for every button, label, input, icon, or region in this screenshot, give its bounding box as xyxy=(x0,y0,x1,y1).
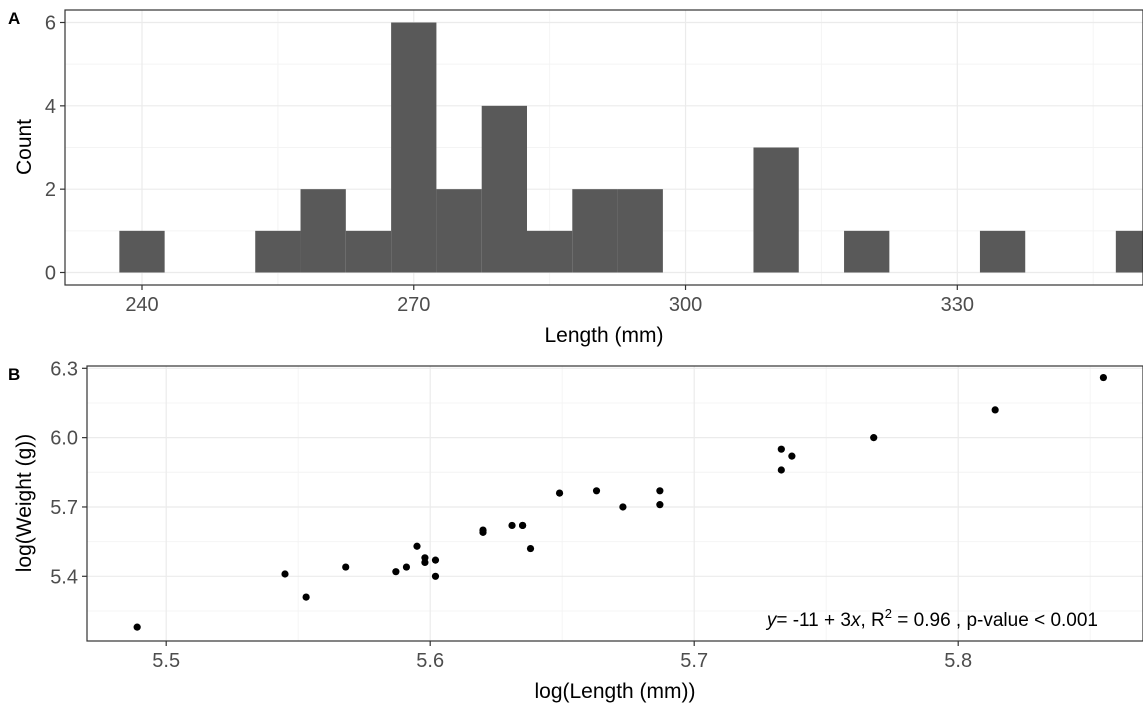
scatter-point xyxy=(592,487,601,495)
annotation-x-var: x xyxy=(850,610,862,631)
scatter-point xyxy=(431,556,440,564)
panel-b-x-tick-label: 5.7 xyxy=(680,650,708,672)
annotation-equation: = -11 + 3 xyxy=(776,610,851,631)
histogram-bar xyxy=(300,189,346,273)
panel-b-points xyxy=(133,373,1107,631)
scatter-point xyxy=(402,563,411,571)
histogram-bar xyxy=(391,22,437,273)
scatter-point xyxy=(777,466,785,474)
panel-b-y-tick-label: 6.0 xyxy=(50,428,78,450)
scatter-point xyxy=(519,521,527,530)
scatter-point xyxy=(342,563,350,571)
panel-b-border xyxy=(86,365,1143,642)
panel-a-y-axis-title: Count xyxy=(13,119,36,175)
scatter-point xyxy=(431,572,440,580)
histogram-bar xyxy=(345,230,392,273)
panel-a-x-tick-label: 330 xyxy=(941,294,974,316)
scatter-point xyxy=(479,528,487,536)
scatter-point xyxy=(1099,373,1107,382)
annotation-r2-pvalue: = 0.96 , p-value < 0.001 xyxy=(892,610,1098,631)
panel-b-x-axis-title: log(Length (mm)) xyxy=(534,680,695,703)
scatter-point xyxy=(421,558,429,567)
histogram-bar xyxy=(255,230,301,273)
panel-a-y-ticks: 0 2 4 6 xyxy=(45,13,65,285)
annotation-r-superscript: 2 xyxy=(885,606,892,621)
panel-b-x-ticks: 5.5 5.6 5.7 5.8 xyxy=(152,641,972,672)
panel-a-tag: A xyxy=(8,9,20,28)
scatter-point xyxy=(413,542,421,550)
panel-a-x-tick-label: 240 xyxy=(125,294,158,316)
panel-b-grid xyxy=(87,366,1143,641)
panel-a-x-tick-label: 300 xyxy=(669,294,702,316)
panel-b-y-tick-label: 6.3 xyxy=(50,358,78,380)
panel-a-y-tick-label: 0 xyxy=(45,263,56,285)
scatter-point xyxy=(302,593,310,601)
panel-b-x-tick-label: 5.5 xyxy=(152,650,180,672)
scatter-point xyxy=(555,489,564,497)
panel-a-bars xyxy=(119,22,1143,273)
scatter-point xyxy=(133,623,141,631)
regression-annotation: y= -11 + 3x, R2 = 0.96 , p-value < 0.001 xyxy=(765,606,1098,631)
panel-b-x-tick-label: 5.6 xyxy=(416,650,444,672)
panel-a-x-ticks: 240 270 300 330 xyxy=(125,285,974,316)
panel-a-y-tick-label: 6 xyxy=(45,13,56,35)
panel-b-plot-area xyxy=(87,366,1143,641)
scatter-point xyxy=(777,445,785,453)
histogram-bar xyxy=(572,189,618,273)
scatter-point xyxy=(788,452,796,460)
histogram-bar xyxy=(119,230,165,273)
histogram-bar xyxy=(844,230,890,273)
scatter-point xyxy=(392,568,400,576)
scatter-point xyxy=(281,570,289,578)
histogram-bar xyxy=(436,189,482,273)
panel-b-y-tick-label: 5.4 xyxy=(50,566,78,588)
histogram-bar xyxy=(527,230,573,273)
scatter-point xyxy=(991,406,999,414)
panel-b-y-ticks: 5.4 5.7 6.0 6.3 xyxy=(50,358,87,588)
scatter-point xyxy=(870,434,878,442)
panel-a-y-tick-label: 2 xyxy=(45,179,56,201)
scatter-point xyxy=(526,544,535,553)
histogram-bar xyxy=(1115,230,1143,273)
panel-a-x-tick-label: 270 xyxy=(397,294,430,316)
histogram-bar xyxy=(617,189,663,273)
panel-a-y-tick-label: 4 xyxy=(45,96,56,118)
panel-a-x-axis-title: Length (mm) xyxy=(544,324,663,347)
panel-a-histogram: A 240 270 300 330 0 2 4 6 Length (mm) Count xyxy=(8,9,1143,347)
histogram-bar xyxy=(481,105,527,273)
panel-a-border xyxy=(64,9,1143,286)
histogram-bar xyxy=(753,147,799,273)
panel-b-y-tick-label: 5.7 xyxy=(50,497,78,519)
histogram-bar xyxy=(979,230,1026,273)
annotation-r-label: , R xyxy=(860,610,884,631)
panel-b-x-tick-label: 5.8 xyxy=(944,650,972,672)
scatter-point xyxy=(656,501,664,509)
scatter-point xyxy=(508,521,516,530)
panel-b-y-axis-title: log(Weight (g)) xyxy=(13,434,36,573)
panel-b-tag: B xyxy=(8,365,20,384)
scatter-point xyxy=(619,503,627,511)
annotation-y-var: y xyxy=(765,610,778,631)
panel-b-scatter: B 5.5 5.6 5.7 5.8 5.4 5.7 6.0 6.3 log(Length (… xyxy=(8,358,1143,703)
scatter-point xyxy=(656,487,664,495)
